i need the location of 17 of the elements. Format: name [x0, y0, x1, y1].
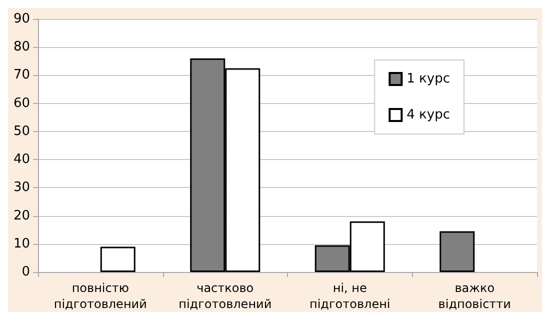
- x-tick-label: частково підготовлений: [178, 281, 272, 311]
- y-tick-label: 40: [13, 152, 30, 168]
- y-tick-label: 50: [13, 124, 30, 139]
- y-tick-label: 70: [13, 68, 30, 83]
- y-tick-label: 30: [13, 180, 30, 196]
- x-tick-label: повністю підготовлений: [54, 281, 147, 311]
- y-tick-label: 10: [13, 236, 30, 252]
- y-tick-label: 80: [13, 40, 30, 55]
- x-tick-label: ні, не підготовлені: [309, 281, 390, 311]
- legend-label: 4 курс: [406, 108, 450, 122]
- y-tick-label: 60: [13, 96, 30, 111]
- y-tick-label: 20: [13, 208, 30, 224]
- y-tick-label: 0: [22, 264, 30, 280]
- legend-label: 1 курс: [406, 72, 450, 86]
- y-tick-label: 90: [13, 12, 30, 26]
- x-tick-label: важко відповістти: [438, 281, 511, 311]
- bar: [440, 231, 475, 272]
